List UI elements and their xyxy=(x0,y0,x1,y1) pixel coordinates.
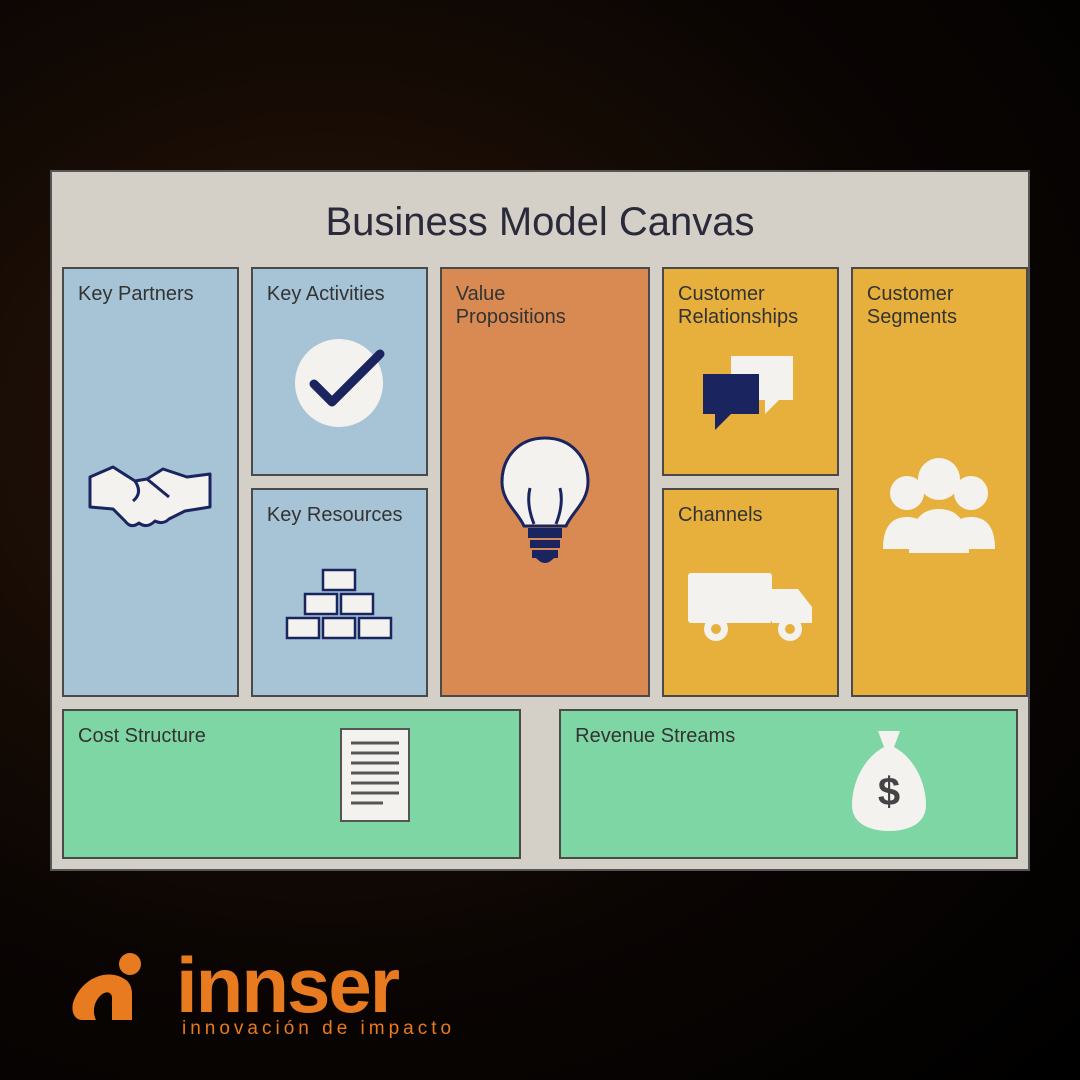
block-customer-segments: Customer Segments xyxy=(851,267,1028,697)
canvas-title: Business Model Canvas xyxy=(62,182,1018,267)
label-cost-structure: Cost Structure xyxy=(78,725,206,748)
truck-icon xyxy=(678,527,823,681)
checkmark-icon xyxy=(267,306,412,460)
canvas-grid-bottom: Cost Structure Revenue Strea xyxy=(62,709,1018,859)
label-key-resources: Key Resources xyxy=(267,504,412,527)
block-value-propositions: Value Propositions xyxy=(440,267,650,697)
business-model-canvas: Business Model Canvas Key Partners xyxy=(50,170,1030,871)
label-channels: Channels xyxy=(678,504,823,527)
brand-logo: innser innovación de impacto xyxy=(70,950,455,1040)
document-icon xyxy=(335,725,415,825)
label-revenue-streams: Revenue Streams xyxy=(575,725,735,748)
block-customer-relationships: Customer Relationships xyxy=(662,267,839,476)
bricks-icon xyxy=(267,527,412,681)
people-icon xyxy=(867,329,1012,681)
label-customer-relationships: Customer Relationships xyxy=(678,283,823,329)
handshake-icon xyxy=(78,306,223,681)
chat-icon xyxy=(678,329,823,460)
logo-mark-icon xyxy=(70,950,158,1020)
canvas-grid-top: Key Partners Key Activities xyxy=(62,267,1018,697)
money-bag-icon: $ xyxy=(844,725,934,835)
block-revenue-streams: Revenue Streams $ xyxy=(559,709,1018,859)
lightbulb-icon xyxy=(456,329,634,681)
label-customer-segments: Customer Segments xyxy=(867,283,1012,329)
label-key-partners: Key Partners xyxy=(78,283,223,306)
label-key-activities: Key Activities xyxy=(267,283,412,306)
label-value-propositions: Value Propositions xyxy=(456,283,634,329)
block-cost-structure: Cost Structure xyxy=(62,709,521,859)
logo-tagline: innovación de impacto xyxy=(182,1018,455,1040)
block-key-resources: Key Resources xyxy=(251,488,428,697)
block-channels: Channels xyxy=(662,488,839,697)
logo-word: innser xyxy=(176,950,398,1020)
svg-text:$: $ xyxy=(877,770,899,814)
block-key-partners: Key Partners xyxy=(62,267,239,697)
block-key-activities: Key Activities xyxy=(251,267,428,476)
